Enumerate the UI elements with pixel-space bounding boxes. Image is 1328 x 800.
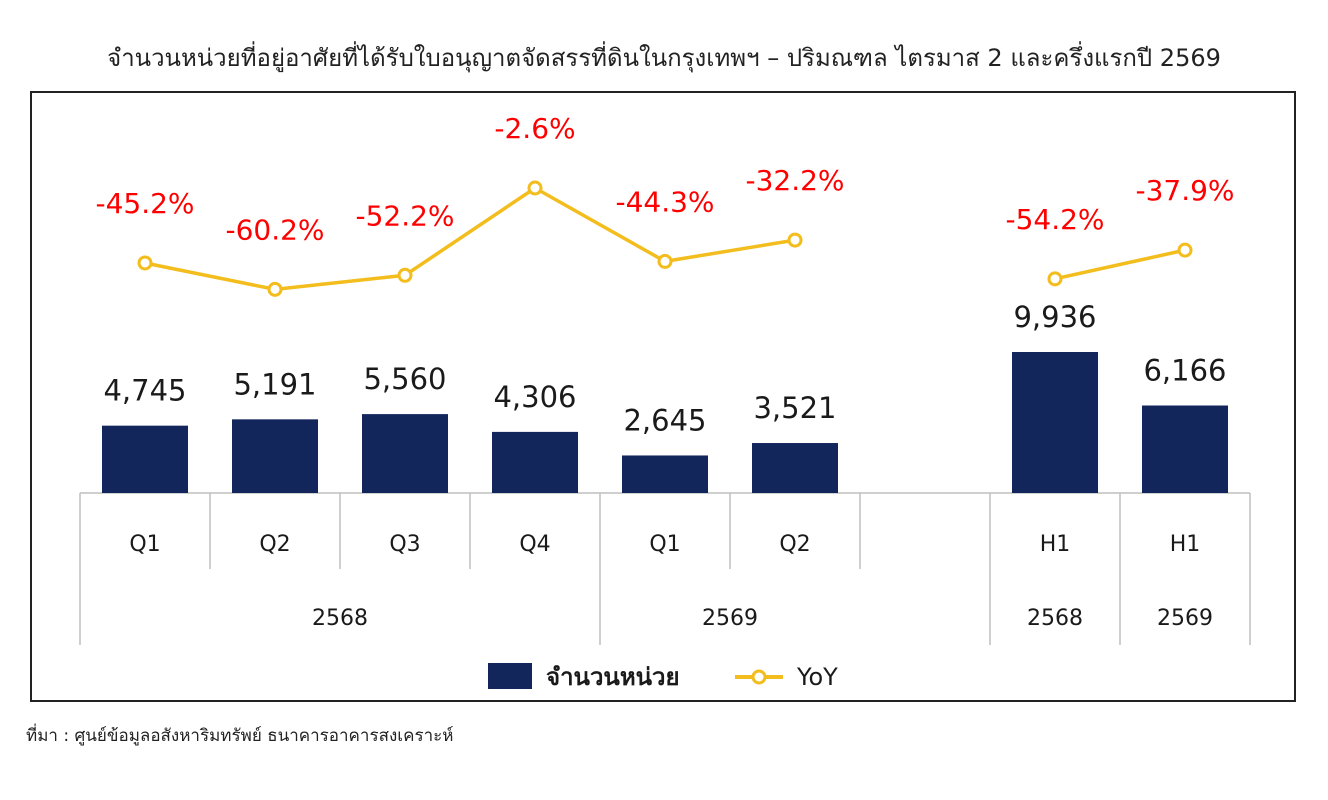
bar-series <box>102 352 1228 493</box>
yoy-point <box>787 232 803 248</box>
category-tick-label: Q2 <box>779 532 810 557</box>
yoy-point <box>397 267 413 283</box>
source-note: ที่มา : ศูนย์ข้อมูลอสังหาริมทรัพย์ ธนาคา… <box>26 726 454 746</box>
legend-line-marker <box>751 669 767 685</box>
category-tick-label: Q1 <box>129 532 160 557</box>
bar <box>1142 405 1228 493</box>
category-tick-label: H1 <box>1170 532 1201 557</box>
bar <box>102 425 188 493</box>
category-tick-label: Q3 <box>389 532 420 557</box>
bar-value-label: 6,166 <box>1143 353 1226 387</box>
category-axis-table: Q1 Q2 Q3 Q4 Q1 Q2 H1 H1 2568 2569 2568 2569 <box>79 492 1251 645</box>
yoy-point <box>527 180 543 196</box>
yoy-value-label: -2.6% <box>494 112 575 145</box>
bar-value-label: 5,560 <box>363 362 446 396</box>
group-tick-label: 2568 <box>1027 606 1083 631</box>
bar <box>622 455 708 493</box>
yoy-value-label: -45.2% <box>95 187 194 220</box>
bar-value-label: 4,306 <box>493 380 576 414</box>
combo-chart: Q1 Q2 Q3 Q4 Q1 Q2 H1 H1 2568 2569 2568 2569 4,745 5,… <box>79 112 1251 691</box>
bar <box>362 414 448 493</box>
yoy-value-label: -54.2% <box>1005 203 1104 236</box>
group-tick-label: 2568 <box>312 606 368 631</box>
yoy-point <box>267 281 283 297</box>
group-tick-label: 2569 <box>702 606 758 631</box>
category-tick-label: Q4 <box>519 532 550 557</box>
bar-value-label: 5,191 <box>233 367 316 401</box>
yoy-point <box>137 255 153 271</box>
bar <box>752 443 838 493</box>
data-labels: 4,745 5,191 5,560 4,306 2,645 3,521 9,936 6,166… <box>95 112 1234 437</box>
category-tick-label: Q1 <box>649 532 680 557</box>
legend-line-label: YoY <box>796 663 838 691</box>
yoy-line-series <box>137 180 1193 297</box>
chart-title: จำนวนหน่วยที่อยู่อาศัยที่ได้รับใบอนุญาตจ… <box>107 44 1221 72</box>
yoy-line <box>1054 248 1186 281</box>
legend-bar-swatch <box>488 663 532 689</box>
yoy-point <box>1177 242 1193 258</box>
legend: จำนวนหน่วย YoY <box>488 663 838 691</box>
yoy-value-label: -52.2% <box>355 199 454 232</box>
category-tick-label: H1 <box>1040 532 1071 557</box>
yoy-value-label: -44.3% <box>615 185 714 218</box>
bar <box>492 431 578 493</box>
yoy-line <box>144 185 796 292</box>
yoy-value-label: -37.9% <box>1135 174 1234 207</box>
chart-frame <box>30 91 1296 702</box>
group-tick-label: 2569 <box>1157 606 1213 631</box>
bar <box>1012 352 1098 493</box>
yoy-point <box>1047 271 1063 287</box>
category-tick-label: Q2 <box>259 532 290 557</box>
yoy-value-label: -32.2% <box>745 164 844 197</box>
yoy-point <box>657 253 673 269</box>
bar-value-label: 4,745 <box>103 374 186 408</box>
bar-value-label: 9,936 <box>1013 300 1096 334</box>
legend-bar-label: จำนวนหน่วย <box>546 663 680 691</box>
bar <box>232 419 318 493</box>
yoy-value-label: -60.2% <box>225 213 324 246</box>
bar-value-label: 2,645 <box>623 403 706 437</box>
bar-value-label: 3,521 <box>753 391 836 425</box>
